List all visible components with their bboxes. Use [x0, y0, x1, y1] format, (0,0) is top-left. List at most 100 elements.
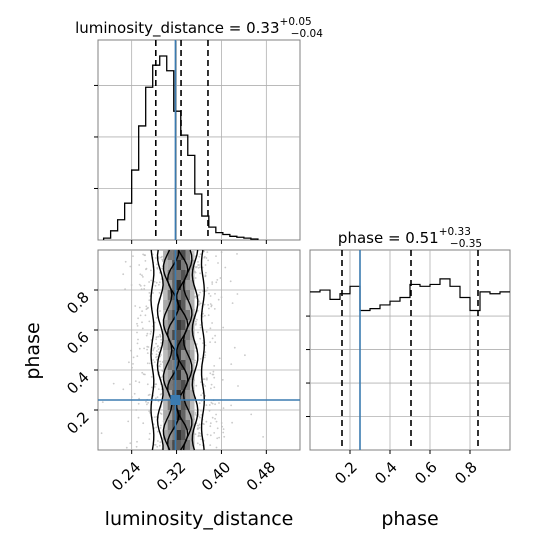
lum-title-sub: −0.04	[291, 28, 323, 40]
joint-point	[196, 442, 199, 445]
lum-hist-quantiles	[154, 40, 209, 240]
joint-density-cell	[163, 430, 168, 440]
joint-point	[202, 290, 204, 292]
joint-point	[152, 348, 155, 350]
joint-point	[222, 428, 225, 430]
joint-density-cell	[190, 260, 195, 270]
joint-contour-2-right	[182, 249, 193, 451]
joint-density-cell	[167, 410, 173, 420]
joint-point	[207, 304, 210, 306]
joint-point	[213, 376, 216, 379]
joint-point	[138, 397, 141, 400]
joint-point	[198, 300, 201, 303]
joint-density-cell	[167, 380, 173, 390]
joint-density-cell	[190, 300, 195, 310]
joint-truth-marker	[170, 395, 181, 405]
joint-point	[220, 409, 223, 412]
joint-point	[125, 446, 128, 449]
joint-density-cell	[176, 380, 182, 390]
joint-point	[199, 337, 202, 340]
phase-hist-quantiles	[341, 250, 479, 450]
joint-density-cell	[167, 340, 173, 350]
joint-point	[160, 424, 162, 427]
joint-density-cell	[185, 300, 190, 310]
joint-point	[140, 288, 143, 290]
joint-point	[155, 336, 158, 339]
joint-point	[149, 333, 152, 335]
joint-point	[209, 327, 212, 330]
joint-point	[153, 280, 156, 283]
joint-density-cell	[181, 360, 186, 370]
joint-point	[143, 254, 146, 257]
joint-point	[141, 274, 143, 277]
phase-title-sub: −0.35	[450, 238, 482, 250]
joint-point	[122, 273, 125, 276]
joint-point	[224, 266, 227, 269]
joint-point	[197, 261, 199, 263]
joint-point	[158, 283, 160, 286]
joint-point	[203, 250, 206, 253]
joint-density-cell	[185, 290, 190, 300]
joint-point	[199, 324, 202, 326]
joint-point	[197, 427, 199, 429]
joint-point	[139, 285, 142, 287]
joint-point	[139, 314, 142, 317]
joint-density-cell	[181, 250, 186, 260]
joint-density-cell	[163, 290, 168, 300]
joint-point	[209, 422, 212, 425]
joint-point	[221, 425, 224, 428]
joint-ytick-label-3: 0.8	[63, 288, 93, 318]
joint-density-cell	[172, 430, 177, 440]
joint-point	[197, 267, 200, 269]
joint-density-cell	[167, 370, 173, 380]
joint-point	[141, 310, 144, 312]
joint-point	[141, 327, 144, 330]
joint-point	[148, 281, 151, 283]
joint-point	[199, 443, 201, 446]
joint-point	[138, 264, 141, 266]
joint-point	[161, 267, 164, 270]
joint-point	[159, 335, 162, 338]
joint-density-cell	[176, 420, 182, 430]
joint-point	[156, 445, 159, 448]
joint-point	[198, 415, 200, 418]
joint-point	[210, 387, 212, 390]
joint-contours	[150, 249, 206, 451]
joint-point	[204, 354, 207, 356]
joint-point	[199, 435, 202, 438]
joint-point	[127, 361, 130, 364]
joint-point	[139, 273, 142, 276]
joint-density-cell	[190, 400, 195, 410]
joint-point	[206, 378, 208, 381]
joint-density-cell	[181, 340, 186, 350]
joint-point	[216, 427, 219, 430]
joint-density-cell	[185, 380, 190, 390]
joint-density-cell	[181, 430, 186, 440]
joint-point	[215, 413, 218, 416]
joint-point	[160, 376, 162, 379]
joint-point	[161, 369, 164, 372]
joint-point	[148, 292, 151, 294]
joint-point	[236, 293, 239, 295]
joint-point	[159, 310, 161, 312]
joint-point	[216, 437, 219, 440]
joint-density-cell	[167, 400, 173, 410]
joint-point	[205, 257, 208, 259]
joint-truth-lines	[98, 250, 300, 450]
phase-hist-bars	[310, 278, 510, 312]
joint-point	[155, 353, 158, 356]
joint-point	[218, 357, 221, 360]
joint-point	[146, 345, 149, 348]
joint-point	[222, 431, 225, 434]
joint-point	[204, 351, 207, 353]
joint-point	[211, 416, 214, 419]
joint-point	[199, 302, 202, 305]
joint-density-cell	[163, 330, 168, 340]
joint-point	[210, 401, 213, 404]
joint-point	[150, 279, 153, 282]
joint-point	[156, 345, 159, 348]
joint-point	[204, 314, 206, 317]
joint-point	[207, 314, 210, 317]
joint-point	[205, 420, 208, 423]
joint-point	[159, 427, 162, 429]
